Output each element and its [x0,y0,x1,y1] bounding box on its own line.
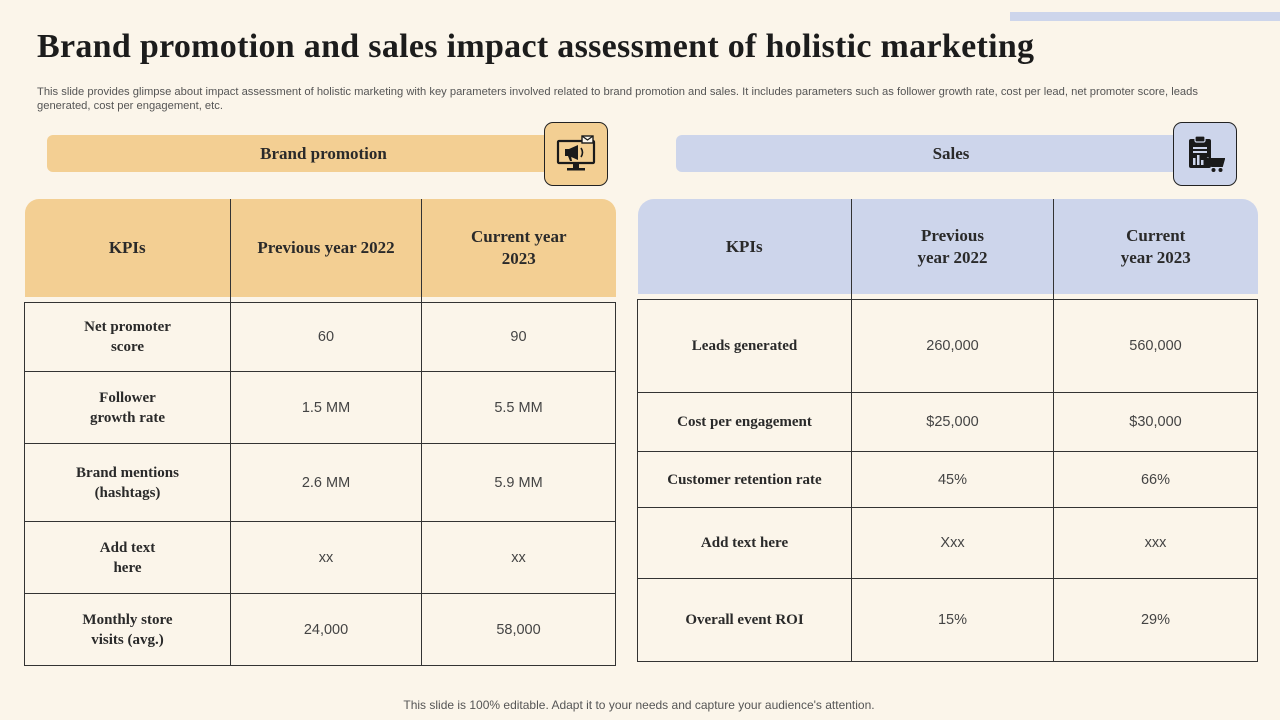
page-subtitle: This slide provides glimpse about impact… [37,86,1198,112]
clipboard-cart-icon [1173,122,1237,186]
kpi-cell: Brand mentions (hashtags) [24,443,231,522]
column-header-current-year-label: Current year 2023 [1120,225,1191,267]
sales-header-label: Sales [932,143,970,163]
kpi-label: Monthly store visits (avg.) [82,611,173,648]
table-row: Overall event ROI 15% 29% [637,578,1258,662]
table-row: Follower growth rate 1.5 MM 5.5 MM [24,371,616,444]
previous-year-value: xx [230,521,422,594]
previous-year-value: 60 [230,302,422,372]
table-row: Cost per engagement $25,000 $30,000 [637,392,1258,452]
table-row: Monthly store visits (avg.) 24,000 58,00… [24,593,616,666]
page-title: Brand promotion and sales impact assessm… [37,28,1035,65]
kpi-label: Add text here [99,539,156,576]
previous-year-value: 45% [851,451,1054,508]
current-year-value: 66% [1053,451,1258,508]
kpi-label: Cost per engagement [637,392,852,452]
sales-header: Sales [676,135,1226,172]
kpi-label: Add text here [637,507,852,579]
decorative-top-bar [1010,12,1280,21]
previous-year-value: 15% [851,578,1054,662]
current-year-value: 90 [421,302,616,372]
brand-promotion-header: Brand promotion [47,135,600,172]
column-header-current-year-label: Current year 2023 [470,227,567,268]
table-row: Net promoter score 60 90 [24,302,616,372]
kpi-label: Leads generated [637,299,852,393]
current-year-value: $30,000 [1053,392,1258,452]
current-year-value: 5.5 MM [421,371,616,444]
previous-year-value: 2.6 MM [230,443,422,522]
kpi-cell: Add text here [24,521,231,594]
current-year-value: 5.9 MM [421,443,616,522]
column-header-current-year: Current year 2023 [1053,199,1258,294]
previous-year-value: 1.5 MM [230,371,422,444]
column-header-previous-year-label: Previous year 2022 [917,225,988,267]
table-row: Brand mentions (hashtags) 2.6 MM 5.9 MM [24,443,616,522]
table-header-row: KPIs Previous year 2022 Current year 202… [637,199,1258,294]
table-header-row: KPIs Previous year 2022 Current year 202… [24,199,616,297]
previous-year-value: 260,000 [851,299,1054,393]
column-header-previous-year: Previous year 2022 [230,199,422,297]
previous-year-value: $25,000 [851,392,1054,452]
table-row: Leads generated 260,000 560,000 [637,299,1258,393]
megaphone-monitor-icon [544,122,608,186]
footer-note: This slide is 100% editable. Adapt it to… [403,698,875,712]
column-header-kpis: KPIs [637,199,852,294]
kpi-label: Overall event ROI [637,578,852,662]
brand-promotion-header-label: Brand promotion [260,143,387,163]
table-row: Add text here xx xx [24,521,616,594]
current-year-value: 29% [1053,578,1258,662]
kpi-cell: Net promoter score [24,302,231,372]
previous-year-value: 24,000 [230,593,422,666]
kpi-cell: Monthly store visits (avg.) [24,593,231,666]
table-row: Add text here Xxx xxx [637,507,1258,579]
kpi-label: Brand mentions (hashtags) [76,464,179,501]
column-header-current-year: Current year 2023 [421,199,616,297]
column-header-kpis: KPIs [24,199,231,297]
kpi-cell: Follower growth rate [24,371,231,444]
current-year-value: 560,000 [1053,299,1258,393]
previous-year-value: Xxx [851,507,1054,579]
current-year-value: 58,000 [421,593,616,666]
brand-promotion-table: KPIs Previous year 2022 Current year 202… [24,199,616,666]
sales-table: KPIs Previous year 2022 Current year 202… [637,199,1258,662]
current-year-value: xxx [1053,507,1258,579]
table-row: Customer retention rate 45% 66% [637,451,1258,508]
current-year-value: xx [421,521,616,594]
kpi-label: Follower growth rate [89,389,166,426]
column-header-previous-year: Previous year 2022 [851,199,1054,294]
kpi-label: Net promoter score [84,319,171,355]
kpi-label: Customer retention rate [637,451,852,508]
